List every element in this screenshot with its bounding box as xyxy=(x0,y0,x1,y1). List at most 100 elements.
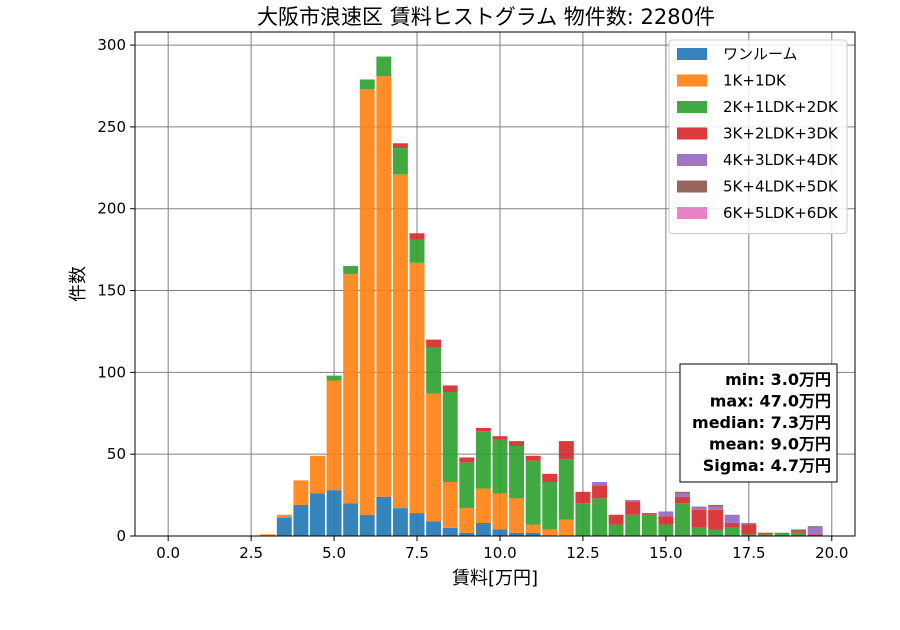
bar-0-13 xyxy=(475,522,491,536)
bar-1-11 xyxy=(442,482,458,528)
bar-1-3 xyxy=(310,455,325,494)
bar-0-1 xyxy=(276,518,292,536)
y-tick-label-1: 50 xyxy=(107,445,126,463)
bar-3-8 xyxy=(392,143,408,149)
legend-label-4: 4K+3LDK+4DK xyxy=(723,151,839,169)
bar-0-7 xyxy=(376,496,392,536)
bar-2-28 xyxy=(724,527,740,536)
bar-2-12 xyxy=(459,462,475,509)
bar-2-6 xyxy=(359,79,375,90)
x-tick-label-4: 10.0 xyxy=(483,544,516,562)
y-tick-label-5: 250 xyxy=(97,118,126,136)
legend-label-5: 5K+4LDK+5DK xyxy=(723,178,839,196)
bar-2-16 xyxy=(525,460,541,525)
stats-line-3: mean: 9.0万円 xyxy=(709,435,831,454)
bar-3-26 xyxy=(691,509,707,528)
legend-swatch-5 xyxy=(677,180,707,193)
bar-3-11 xyxy=(442,385,458,392)
bar-2-23 xyxy=(641,514,657,536)
bar-0-5 xyxy=(343,503,359,536)
legend-label-2: 2K+1LDK+2DK xyxy=(723,98,839,116)
y-axis-ticks: 0 50 100 150 200 250 300 xyxy=(97,36,135,545)
bar-4-29 xyxy=(741,522,757,525)
bar-0-15 xyxy=(509,532,525,536)
bar-2-5 xyxy=(343,266,359,275)
bar-1-6 xyxy=(359,89,375,515)
bar-1-4 xyxy=(326,380,342,491)
bar-0-2 xyxy=(293,504,309,536)
bar-0-14 xyxy=(492,529,508,536)
bar-3-16 xyxy=(525,455,541,461)
legend-swatch-3 xyxy=(677,127,707,140)
x-axis-label: 賃料[万円] xyxy=(452,568,538,589)
bar-2-29 xyxy=(741,534,757,536)
bar-3-17 xyxy=(542,473,558,482)
x-tick-label-1: 2.5 xyxy=(239,544,263,562)
bar-1-0 xyxy=(260,534,276,536)
bar-0-3 xyxy=(310,493,325,536)
bar-3-27 xyxy=(708,509,724,530)
bar-3-32 xyxy=(791,531,807,533)
stats-line-4: Sigma: 4.7万円 xyxy=(703,456,831,475)
bar-0-8 xyxy=(392,508,408,536)
bar-2-7 xyxy=(376,56,392,77)
bar-2-14 xyxy=(492,439,508,494)
y-axis-label: 件数 xyxy=(68,266,89,302)
bar-4-24 xyxy=(658,511,674,517)
legend-swatch-4 xyxy=(677,154,707,166)
legend-label-0: ワンルーム xyxy=(723,45,798,63)
bar-3-20 xyxy=(592,485,607,499)
x-tick-label-8: 20.0 xyxy=(815,544,848,562)
bar-1-18 xyxy=(558,519,574,536)
bar-3-10 xyxy=(426,339,442,348)
bar-1-2 xyxy=(293,480,309,505)
x-tick-label-0: 0.0 xyxy=(156,544,180,562)
bar-5-32 xyxy=(791,529,807,532)
bar-3-25 xyxy=(675,496,690,504)
bar-2-32 xyxy=(791,532,807,536)
bar-5-27 xyxy=(708,504,724,507)
bar-2-20 xyxy=(592,498,607,536)
bar-2-13 xyxy=(475,431,491,489)
bar-1-9 xyxy=(409,262,425,514)
legend-label-1: 1K+1DK xyxy=(723,72,787,90)
legend-box xyxy=(668,39,848,234)
bar-0-9 xyxy=(409,513,425,536)
y-tick-label-6: 300 xyxy=(97,36,126,54)
stats-box-frame xyxy=(679,363,838,483)
bar-2-17 xyxy=(542,482,558,530)
bar-4-22 xyxy=(625,500,641,502)
bar-2-4 xyxy=(326,375,342,381)
bar-2-22 xyxy=(625,514,641,536)
bar-1-15 xyxy=(509,498,525,533)
x-tick-label-5: 12.5 xyxy=(566,544,599,562)
legend-swatch-6 xyxy=(677,207,707,219)
legend-swatch-1 xyxy=(677,74,707,87)
bar-2-11 xyxy=(442,392,458,482)
bar-1-13 xyxy=(475,488,491,523)
bar-0-6 xyxy=(359,514,375,536)
bar-0-11 xyxy=(442,527,458,536)
y-tick-label-4: 200 xyxy=(97,200,126,218)
legend-label-6: 6K+5LDK+6DK xyxy=(723,204,839,222)
bar-3-19 xyxy=(575,491,591,504)
axes xyxy=(134,31,856,537)
x-tick-label-6: 15.0 xyxy=(649,544,682,562)
bar-3-30 xyxy=(757,532,773,535)
bar-3-9 xyxy=(409,233,425,240)
x-tick-label-7: 17.5 xyxy=(732,544,765,562)
legend-swatch-0 xyxy=(677,48,707,60)
bar-1-12 xyxy=(459,508,475,533)
bar-0-16 xyxy=(525,532,541,536)
stats-line-0: min: 3.0万円 xyxy=(725,370,831,389)
axes-frame xyxy=(134,31,856,537)
stats-line-1: max: 47.0万円 xyxy=(710,392,831,411)
bar-1-5 xyxy=(343,274,359,504)
bar-1-7 xyxy=(376,76,392,497)
y-tick-label-0: 0 xyxy=(116,527,126,545)
bar-3-22 xyxy=(625,501,641,515)
bar-0-12 xyxy=(459,532,475,536)
bar-1-16 xyxy=(525,524,541,533)
bar-3-33 xyxy=(807,534,823,536)
legend-label-3: 3K+2LDK+3DK xyxy=(723,125,839,143)
